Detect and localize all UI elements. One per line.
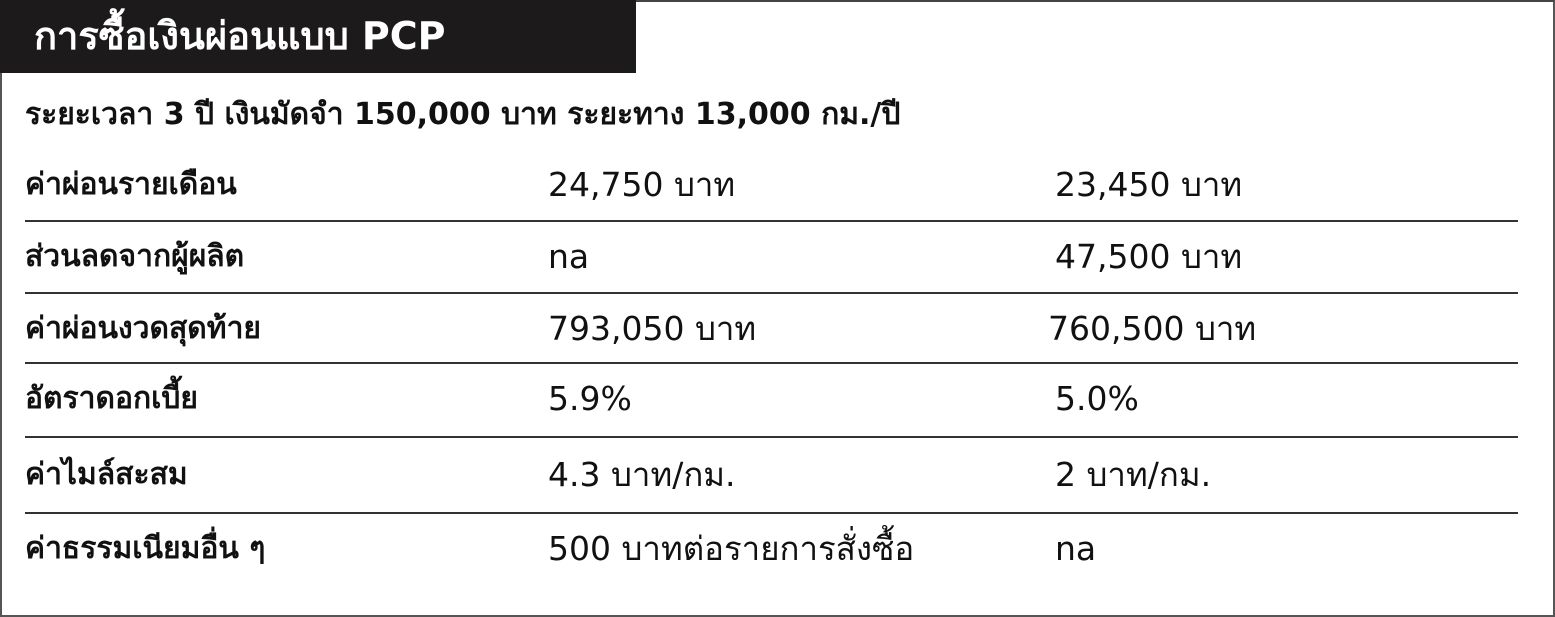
cell-col2: 760,500 บาท <box>1048 309 1257 348</box>
table-row: ส่วนลดจากผู้ผลิต na 47,500 บาท <box>25 222 1518 294</box>
table-row: ค่าผ่อนงวดสุดท้าย 793,050 บาท 760,500 บา… <box>25 294 1518 364</box>
cell-col1: na <box>548 237 590 276</box>
row-label: ค่าผ่อนงวดสุดท้าย <box>25 311 261 346</box>
table-row: ค่าธรรมเนียมอื่น ๆ 500 บาทต่อรายการสั่งซ… <box>25 514 1518 586</box>
table-row: ค่าไมล์สะสม 4.3 บาท/กม. 2 บาท/กม. <box>25 440 1518 514</box>
cell-col1: 500 บาทต่อรายการสั่งซื้อ <box>548 529 915 568</box>
cell-col2: 5.0% <box>1055 379 1139 418</box>
subtitle: ระยะเวลา 3 ปี เงินมัดจำ 150,000 บาท ระยะ… <box>25 97 901 132</box>
cell-col1: 5.9% <box>548 379 632 418</box>
row-label: อัตราดอกเบี้ย <box>25 381 198 416</box>
row-label: ส่วนลดจากผู้ผลิต <box>25 239 245 274</box>
row-label: ค่าธรรมเนียมอื่น ๆ <box>25 531 266 566</box>
cell-col1: 24,750 บาท <box>548 165 736 204</box>
cell-col2: na <box>1055 529 1097 568</box>
cell-col2: 47,500 บาท <box>1055 237 1243 276</box>
cell-col1: 793,050 บาท <box>548 309 757 348</box>
page-title: การซื้อเงินผ่อนแบบ PCP <box>0 0 636 73</box>
cell-col1: 4.3 บาท/กม. <box>548 455 736 494</box>
table-row: ค่าผ่อนรายเดือน 24,750 บาท 23,450 บาท <box>25 150 1518 222</box>
cell-col2: 23,450 บาท <box>1055 165 1243 204</box>
row-label: ค่าไมล์สะสม <box>25 457 188 492</box>
table-row: อัตราดอกเบี้ย 5.9% 5.0% <box>25 364 1518 438</box>
row-label: ค่าผ่อนรายเดือน <box>25 167 237 202</box>
cell-col2: 2 บาท/กม. <box>1055 455 1212 494</box>
